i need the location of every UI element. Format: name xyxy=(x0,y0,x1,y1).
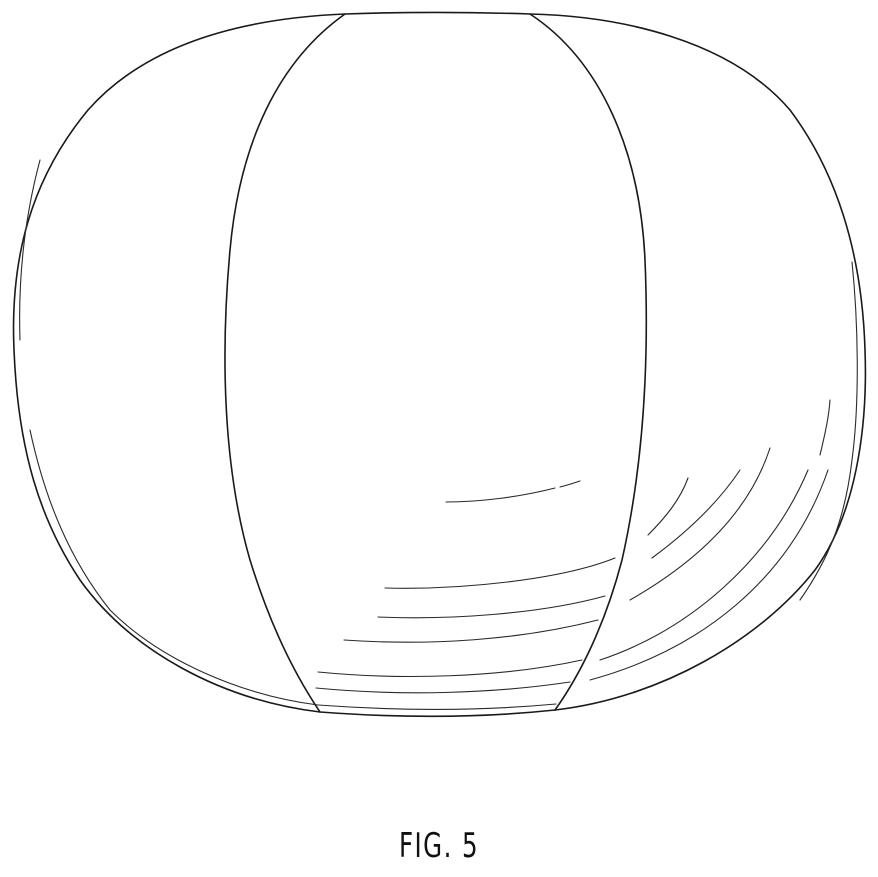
shade-line-1 xyxy=(446,488,555,502)
shade-right-3 xyxy=(630,448,770,600)
shade-line-3 xyxy=(385,558,615,588)
shade-right-2 xyxy=(652,470,740,558)
center-panel-left-seam xyxy=(225,14,345,712)
shade-line-6 xyxy=(318,660,582,676)
shade-right-4 xyxy=(600,470,808,660)
center-panel-right-seam xyxy=(530,14,646,710)
bottom-band-line xyxy=(318,704,556,709)
shade-right-1 xyxy=(648,478,688,535)
shade-line-2 xyxy=(560,481,580,487)
body-outline xyxy=(14,13,866,717)
right-edge-inner-line xyxy=(800,262,857,600)
figure-label: FIG. 5 xyxy=(123,826,755,866)
shade-line-5 xyxy=(344,620,598,642)
left-edge-inner-line xyxy=(20,160,40,340)
shade-line-4 xyxy=(378,596,605,618)
shade-line-7 xyxy=(316,682,570,693)
shade-right-6 xyxy=(820,400,830,455)
